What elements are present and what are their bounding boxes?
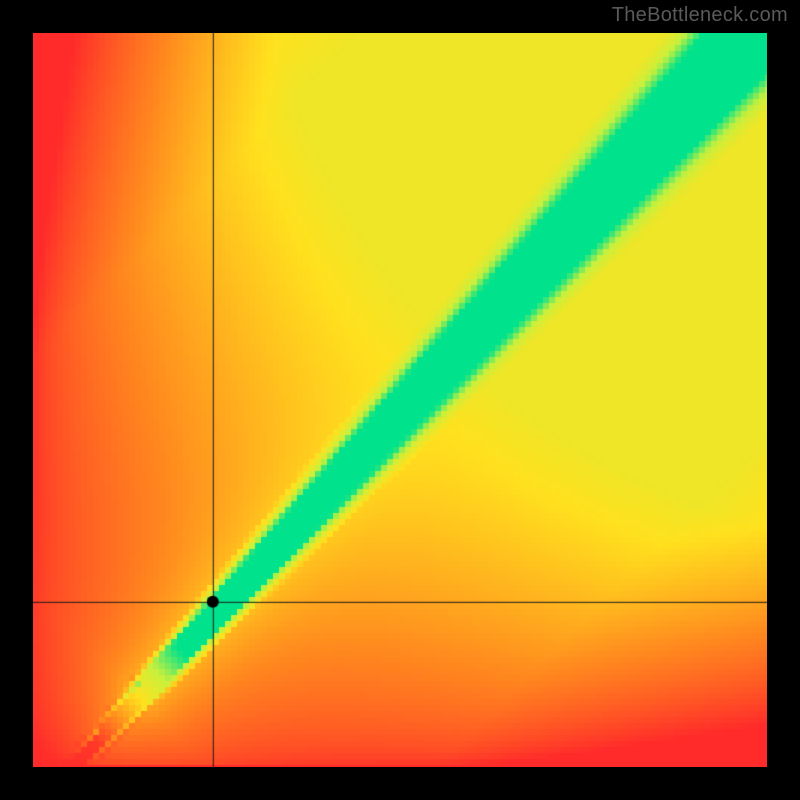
- chart-frame: TheBottleneck.com: [0, 0, 800, 800]
- watermark-text: TheBottleneck.com: [612, 4, 788, 27]
- plot-area: [33, 33, 767, 767]
- heatmap-canvas: [33, 33, 767, 767]
